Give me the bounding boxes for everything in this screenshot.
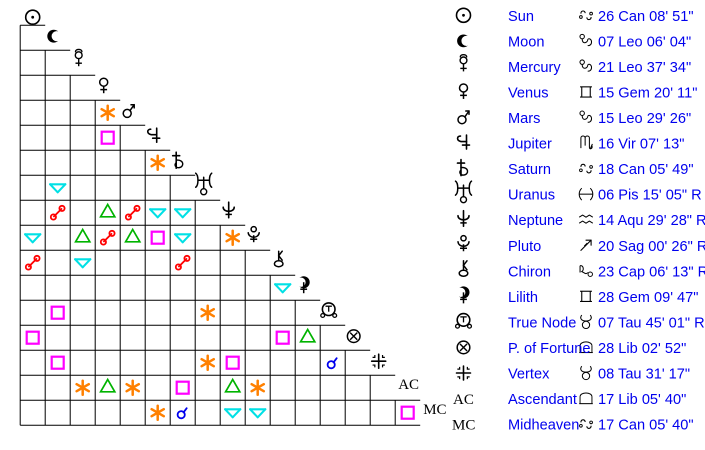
svg-text:21 Leo 37' 34": 21 Leo 37' 34" [598, 60, 691, 76]
svg-text:MC: MC [452, 418, 475, 434]
svg-text:Mercury: Mercury [508, 60, 561, 76]
svg-text:Jupiter: Jupiter [508, 137, 552, 153]
svg-text:Saturn: Saturn [508, 162, 551, 178]
svg-text:Ascendant: Ascendant [508, 392, 577, 408]
svg-text:23 Cap 06' 13" R: 23 Cap 06' 13" R [598, 264, 705, 280]
svg-text:AC: AC [453, 392, 474, 408]
svg-text:Moon: Moon [508, 34, 545, 50]
svg-text:07 Tau 45' 01" R: 07 Tau 45' 01" R [598, 315, 705, 331]
svg-text:Sun: Sun [508, 9, 534, 25]
svg-text:Venus: Venus [508, 85, 549, 101]
svg-text:MC: MC [423, 402, 446, 418]
svg-text:17 Can 05' 40": 17 Can 05' 40" [598, 418, 694, 434]
svg-text:14 Aqu 29' 28" R: 14 Aqu 29' 28" R [598, 213, 705, 229]
svg-text:AC: AC [398, 377, 419, 393]
svg-text:Chiron: Chiron [508, 264, 551, 280]
svg-text:26 Can 08' 51": 26 Can 08' 51" [598, 9, 694, 25]
svg-text:08 Tau 31' 17": 08 Tau 31' 17" [598, 367, 690, 383]
svg-text:28 Gem 09' 47": 28 Gem 09' 47" [598, 290, 698, 306]
svg-text:17 Lib 05' 40": 17 Lib 05' 40" [598, 392, 686, 408]
svg-text:Vertex: Vertex [508, 367, 550, 383]
svg-text:Mars: Mars [508, 111, 540, 127]
svg-text:15 Leo 29' 26": 15 Leo 29' 26" [598, 111, 691, 127]
svg-text:06 Pis 15' 05" R: 06 Pis 15' 05" R [598, 188, 702, 204]
svg-text:20 Sag 00' 26" R: 20 Sag 00' 26" R [598, 239, 705, 255]
svg-text:P. of Fortune: P. of Fortune [508, 341, 590, 357]
svg-text:Neptune: Neptune [508, 213, 563, 229]
svg-text:Uranus: Uranus [508, 188, 555, 204]
svg-text:Lilith: Lilith [508, 290, 538, 306]
svg-text:18 Can 05' 49": 18 Can 05' 49" [598, 162, 694, 178]
svg-text:Pluto: Pluto [508, 239, 541, 255]
svg-text:28 Lib 02' 52": 28 Lib 02' 52" [598, 341, 686, 357]
svg-text:07 Leo 06' 04": 07 Leo 06' 04" [598, 34, 691, 50]
svg-text:True Node: True Node [508, 315, 576, 331]
svg-text:16 Vir 07' 13": 16 Vir 07' 13" [598, 137, 684, 153]
svg-text:Midheaven: Midheaven [508, 418, 579, 434]
svg-text:15 Gem 20' 11": 15 Gem 20' 11" [598, 85, 697, 101]
